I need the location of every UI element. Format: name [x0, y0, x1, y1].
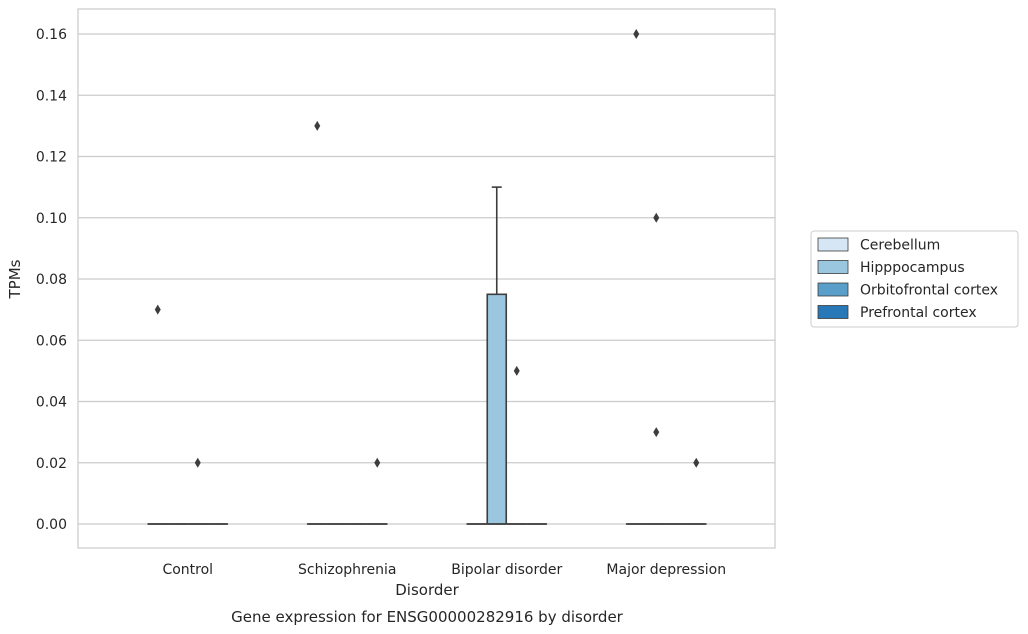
x-tick-label: Major depression: [606, 562, 726, 578]
x-tick-label: Bipolar disorder: [451, 562, 562, 578]
legend: Cerebellum Hipppocampus Orbitofrontal cort…: [810, 230, 1019, 328]
y-tick-label: 0.16: [36, 27, 67, 43]
outlier-point: [154, 304, 161, 315]
outlier-point: [653, 427, 660, 438]
x-axis-title: Disorder: [395, 581, 459, 599]
y-tick-label: 0.04: [36, 395, 67, 411]
legend-label: Orbitofrontal cortex: [860, 283, 998, 299]
box-orbitofrontal-cortex: [187, 457, 209, 525]
box-body: [486, 293, 508, 525]
y-axis-title: TPMs: [6, 259, 24, 299]
outlier-point: [653, 212, 660, 223]
y-tick-label: 0.14: [36, 88, 67, 104]
plot-frame: [77, 8, 776, 549]
outlier-point: [633, 29, 640, 39]
box-cerebellum: [147, 304, 169, 525]
boxes: [147, 29, 707, 525]
y-tick-label: 0.12: [36, 150, 67, 166]
legend-entries: Cerebellum Hipppocampus Orbitofrontal cort…: [817, 237, 998, 321]
legend-swatch: [817, 282, 849, 297]
outlier-point: [693, 457, 700, 468]
gridlines: [78, 33, 775, 525]
x-axis-ticks: Control Schizophrenia Bipolar disorder Majo…: [162, 562, 726, 578]
outlier-point: [513, 365, 520, 376]
y-tick-label: 0.10: [36, 211, 67, 227]
legend-swatch: [817, 237, 849, 252]
x-tick-label: Control: [162, 562, 213, 578]
y-tick-label: 0.02: [36, 456, 67, 472]
legend-label: Hipppocampus: [860, 260, 965, 276]
box-cerebellum: [625, 29, 647, 525]
outlier-point: [374, 457, 381, 468]
box-hipppocampus: [645, 212, 667, 525]
x-tick-label: Schizophrenia: [298, 562, 396, 578]
legend-swatch: [817, 305, 849, 319]
y-axis-ticks: 0.00 0.02 0.04 0.06 0.08 0.10 0.12 0.14 0.16: [36, 27, 67, 533]
legend-frame: [810, 230, 1019, 328]
box-hipppocampus: [486, 186, 508, 525]
outlier-point: [194, 457, 201, 468]
legend-label: Cerebellum: [860, 238, 940, 254]
y-tick-label: 0.08: [36, 272, 67, 288]
box-cerebellum: [306, 120, 328, 525]
chart-caption: Gene expression for ENSG00000282916 by d…: [231, 608, 624, 626]
legend-swatch: [817, 260, 849, 274]
y-tick-label: 0.06: [36, 333, 67, 349]
box-prefrontal-cortex: [366, 457, 388, 525]
box-orbitofrontal-cortex: [506, 365, 528, 525]
box-prefrontal-cortex: [685, 457, 707, 525]
legend-label: Prefrontal cortex: [860, 305, 977, 321]
outlier-point: [314, 120, 321, 131]
y-tick-label: 0.00: [36, 517, 67, 533]
